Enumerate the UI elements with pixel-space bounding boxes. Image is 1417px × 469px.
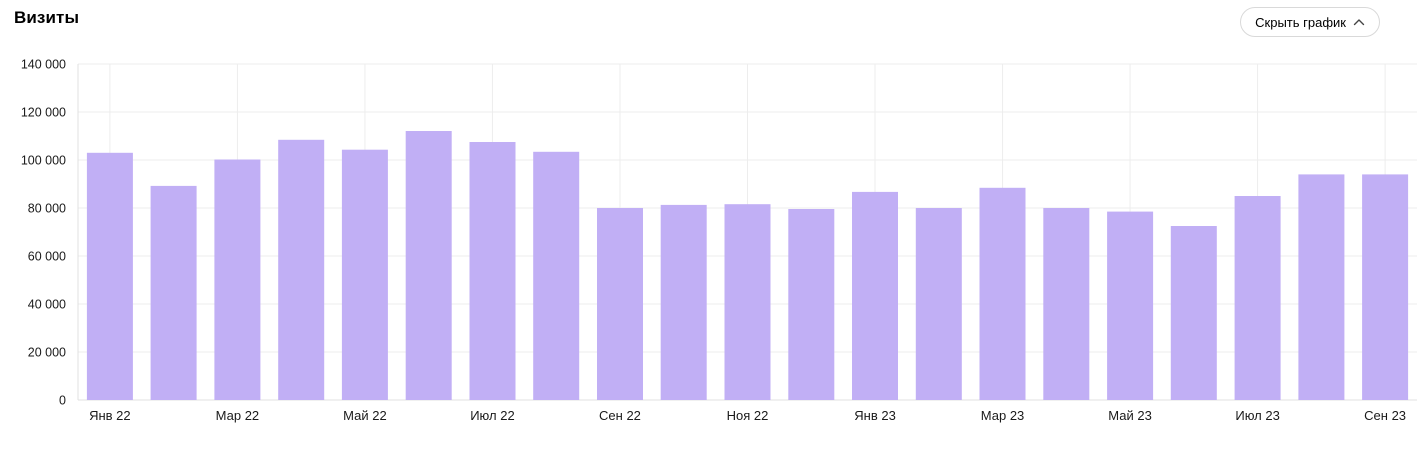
x-axis-tick-label: Май 22 — [343, 408, 387, 423]
bar-Апр 23[interactable] — [1043, 208, 1090, 400]
x-axis-tick-label: Янв 22 — [89, 408, 131, 423]
x-axis-tick-label: Мар 22 — [216, 408, 260, 423]
bar-Янв 23[interactable] — [852, 191, 898, 400]
bar-Май 23[interactable] — [1107, 211, 1154, 400]
x-axis-tick-label: Ноя 22 — [727, 408, 769, 423]
x-axis-tick-label: Июл 22 — [470, 408, 514, 423]
y-axis-tick-label: 0 — [59, 394, 66, 408]
bar-Июн 22[interactable] — [405, 131, 452, 400]
x-axis-tick-label: Май 23 — [1108, 408, 1152, 423]
hide-chart-button-label: Скрыть график — [1255, 14, 1346, 30]
y-axis-tick-label: 140 000 — [21, 58, 66, 72]
bar-Июн 23[interactable] — [1170, 226, 1217, 400]
bar-Июл 23[interactable] — [1234, 196, 1281, 400]
x-axis-tick-label: Июл 23 — [1235, 408, 1279, 423]
y-axis-tick-label: 40 000 — [28, 298, 66, 312]
bar-Мар 22[interactable] — [214, 159, 261, 401]
bar-Май 22[interactable] — [341, 149, 388, 400]
hide-chart-button[interactable]: Скрыть график — [1240, 7, 1380, 37]
bar-Июл 22[interactable] — [469, 142, 516, 400]
chevron-up-icon — [1353, 18, 1365, 26]
bar-Сен 22[interactable] — [597, 208, 643, 400]
bar-Ноя 22[interactable] — [724, 204, 771, 400]
y-axis-tick-label: 100 000 — [21, 154, 66, 168]
bar-Дек 22[interactable] — [788, 209, 835, 400]
x-axis-tick-label: Янв 23 — [854, 408, 896, 423]
bar-Фев 23[interactable] — [915, 208, 962, 400]
page-title: Визиты — [14, 8, 80, 27]
x-axis-tick-label: Мар 23 — [981, 408, 1025, 423]
bar-Фев 22[interactable] — [150, 185, 197, 400]
bar-Авг 22[interactable] — [533, 151, 580, 400]
bar-Авг 23[interactable] — [1298, 174, 1345, 400]
y-axis-tick-label: 80 000 — [28, 202, 66, 216]
y-axis-tick-label: 120 000 — [21, 106, 66, 120]
x-axis-tick-label: Сен 23 — [1364, 408, 1406, 423]
y-axis-tick-label: 60 000 — [28, 250, 66, 264]
bar-Янв 22[interactable] — [86, 152, 133, 400]
x-axis-tick-label: Сен 22 — [599, 408, 641, 423]
y-axis-tick-label: 20 000 — [28, 346, 66, 360]
bar-Мар 23[interactable] — [979, 187, 1026, 400]
bar-Окт 22[interactable] — [660, 204, 707, 400]
bar-Сен 23[interactable] — [1362, 174, 1409, 400]
bar-Апр 22[interactable] — [278, 139, 325, 401]
